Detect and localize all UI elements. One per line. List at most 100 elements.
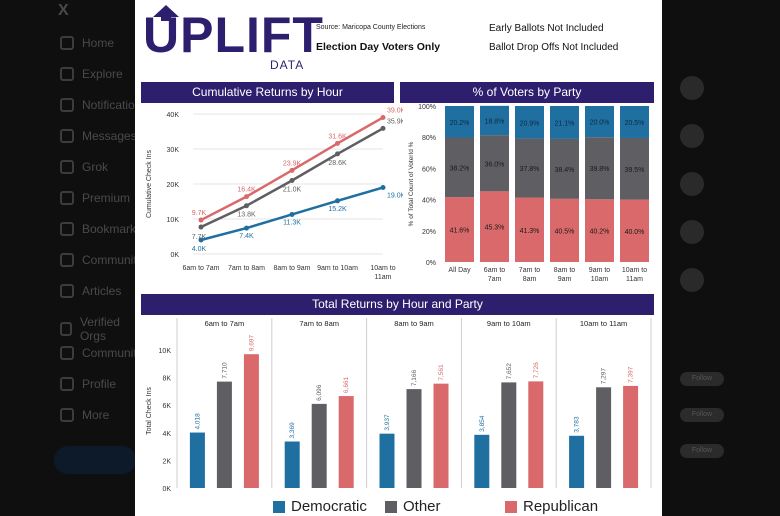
bar-label: 7,710 xyxy=(221,362,228,379)
follow-button[interactable]: Follow xyxy=(680,408,724,422)
follow-button[interactable]: Follow xyxy=(680,372,724,386)
nav-item[interactable]: Premium xyxy=(60,191,130,205)
data-point xyxy=(289,167,295,173)
follow-button[interactable]: Follow xyxy=(680,444,724,458)
brand-logo: UPLIFT xyxy=(143,7,324,63)
stacked-segment xyxy=(515,138,544,198)
nav-label: Premium xyxy=(82,191,131,205)
bar-label: 3,369 xyxy=(289,422,296,439)
nav-icon xyxy=(60,322,72,336)
nav-icon xyxy=(60,222,74,236)
up-arrow-icon xyxy=(153,5,179,21)
y-tick-label: 2K xyxy=(162,458,171,465)
nav-item[interactable]: Verified Orgs xyxy=(60,315,135,343)
nav-item[interactable]: More xyxy=(60,408,109,422)
y-tick-label: 100% xyxy=(418,104,436,111)
avatar[interactable] xyxy=(680,76,704,100)
background-sidebar: Follow Follow Follow xyxy=(662,0,780,516)
data-label: 31.6K xyxy=(328,133,347,140)
nav-item[interactable]: Grok xyxy=(60,160,108,174)
panel-title: 9am to 10am xyxy=(487,319,531,328)
segment-label: 38.4% xyxy=(555,167,575,174)
y-tick-label: 20% xyxy=(422,229,436,236)
nav-label: Profile xyxy=(82,377,117,391)
nav-item[interactable]: Communities xyxy=(60,346,152,360)
data-point xyxy=(198,224,204,230)
y-axis-label: Cumulative Check Ins xyxy=(146,149,153,218)
stacked-segment xyxy=(585,199,614,262)
source-note: Source: Maricopa County Elections xyxy=(316,24,426,31)
bar-label: 3,783 xyxy=(574,416,581,433)
data-point xyxy=(335,151,340,157)
segment-label: 20.0% xyxy=(590,120,610,127)
bar xyxy=(569,435,585,488)
nav-icon xyxy=(60,67,74,81)
nav-label: Notifications xyxy=(82,98,148,112)
avatar[interactable] xyxy=(680,268,704,292)
nav-icon xyxy=(60,129,74,143)
data-label: 7.7K xyxy=(192,234,207,241)
stacked-segment xyxy=(585,137,614,200)
y-tick-label: 30K xyxy=(167,147,180,154)
x-tick-label: All Day xyxy=(448,267,471,274)
x-logo-icon[interactable]: X xyxy=(58,2,69,19)
bar-label: 3,937 xyxy=(384,414,391,431)
segment-label: 20.9% xyxy=(520,120,540,127)
segment-label: 39.5% xyxy=(625,167,645,174)
nav-icon xyxy=(60,253,74,267)
bar-chart-title: Total Returns by Hour and Party xyxy=(141,294,654,315)
stacked-segment xyxy=(515,106,544,139)
data-label: 39.0K xyxy=(387,108,403,115)
segment-label: 20.5% xyxy=(625,120,645,127)
panel-title: 8am to 9am xyxy=(394,319,434,328)
stacked-segment xyxy=(480,105,509,136)
nav-item[interactable]: Messages xyxy=(60,129,137,143)
avatar[interactable] xyxy=(680,220,704,244)
nav-label: Verified Orgs xyxy=(79,315,120,343)
bar-label: 3,854 xyxy=(479,415,486,432)
data-label: 35.9K xyxy=(387,118,403,125)
panel-title: 10am to 11am xyxy=(580,319,627,328)
data-point xyxy=(244,225,249,231)
stacked-segment xyxy=(445,137,474,198)
nav-item[interactable]: Profile xyxy=(60,377,116,391)
stacked-segment xyxy=(480,191,509,262)
stacked-segment xyxy=(515,197,544,262)
x-tick-label: 11am xyxy=(626,276,643,283)
legend: Democratic Other Republican xyxy=(135,496,662,516)
x-tick-label: 9am to xyxy=(589,267,611,274)
nav-item[interactable]: Articles xyxy=(60,284,121,298)
y-tick-label: 10K xyxy=(159,348,172,355)
avatar[interactable] xyxy=(680,124,704,148)
data-point xyxy=(380,125,386,131)
data-label: 11.3K xyxy=(283,219,301,226)
nav-item[interactable]: Notifications xyxy=(60,98,147,112)
y-tick-label: 4K xyxy=(162,431,171,438)
segment-label: 41.6% xyxy=(450,228,470,235)
y-tick-label: 6K xyxy=(162,403,171,410)
nav-icon xyxy=(60,98,74,112)
nav-item[interactable]: Bookmarks xyxy=(60,222,142,236)
data-label: 4.0K xyxy=(192,246,207,253)
bar xyxy=(338,396,354,488)
segment-label: 45.3% xyxy=(485,225,505,232)
post-button[interactable] xyxy=(54,446,136,474)
legend-swatch xyxy=(385,500,397,513)
segment-label: 37.8% xyxy=(520,166,540,173)
avatar[interactable] xyxy=(680,172,704,196)
stacked-segment xyxy=(550,138,579,199)
segment-label: 36.0% xyxy=(485,161,505,168)
legend-item-republican: Republican xyxy=(505,498,598,515)
x-tick-label: 10am to xyxy=(370,265,395,272)
x-tick-label: 6am to xyxy=(484,267,506,274)
nav-label: Bookmarks xyxy=(82,222,143,236)
nav-item[interactable]: Communities xyxy=(60,253,152,267)
segment-label: 39.8% xyxy=(590,166,610,173)
legend-swatch xyxy=(273,500,285,513)
nav-item[interactable]: Explore xyxy=(60,67,123,81)
stacked-bar-chart: 0% 20% 40% 60% 80% 100% % of Total Count of Vo… xyxy=(408,104,649,283)
nav-item[interactable]: Home xyxy=(60,36,114,50)
stacked-chart-title: % of Voters by Party xyxy=(400,82,654,103)
y-axis-label: Total Check Ins xyxy=(146,387,153,435)
note-early-ballots: Early Ballots Not Included xyxy=(489,23,604,34)
